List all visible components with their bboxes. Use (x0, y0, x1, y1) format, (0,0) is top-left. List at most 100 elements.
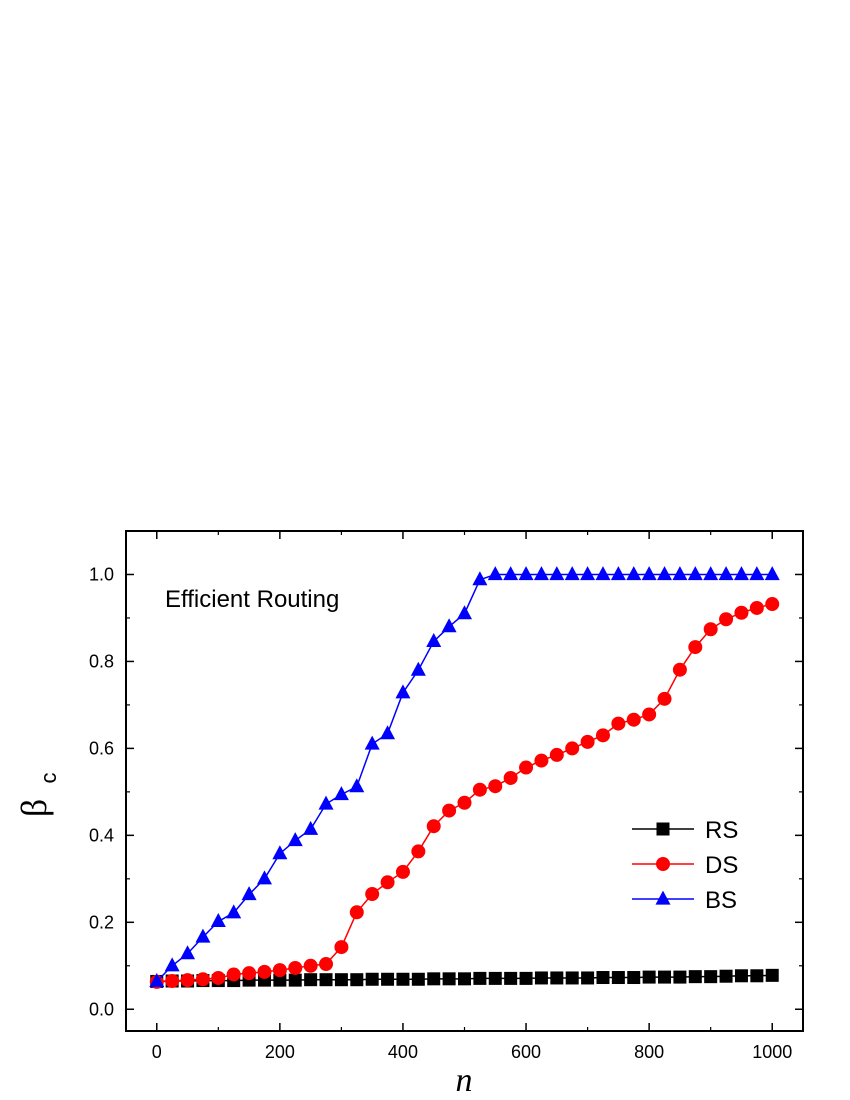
data-point-ds (395, 864, 410, 879)
data-point-ds (165, 974, 180, 988)
data-point-bs (256, 870, 272, 885)
data-point-bs (672, 566, 688, 581)
data-point-bs (626, 566, 642, 581)
data-point-rs (442, 972, 456, 986)
data-point-rs (627, 971, 641, 985)
data-point-ds (749, 600, 764, 615)
data-point-ds (657, 691, 672, 706)
data-point-bs (318, 795, 334, 810)
data-point-ds (349, 905, 364, 920)
data-point-rs (658, 970, 672, 984)
y-axis-label-symbol: β (14, 799, 54, 817)
data-point-ds (719, 612, 734, 627)
data-point-ds (319, 957, 334, 972)
data-point-ds (365, 887, 380, 902)
data-point-ds (411, 844, 426, 859)
data-point-bs (226, 904, 242, 919)
data-point-rs (411, 972, 425, 986)
data-point-bs (349, 778, 365, 793)
y-tick-label: 0.4 (89, 825, 114, 845)
data-point-bs (564, 566, 580, 581)
legend-entry-ds: DS (632, 852, 738, 879)
x-tick-label: 600 (511, 1042, 541, 1062)
data-point-bs (687, 566, 703, 581)
data-point-rs (473, 971, 487, 985)
data-point-rs (319, 973, 333, 987)
x-tick-label: 200 (265, 1042, 295, 1062)
y-tick-label: 0.8 (89, 651, 114, 671)
data-point-rs (765, 968, 779, 982)
data-point-bs (287, 832, 303, 847)
data-point-bs (703, 566, 719, 581)
data-point-bs (441, 618, 457, 633)
annotation-label: Efficient Routing (165, 586, 339, 613)
data-point-ds (488, 779, 503, 794)
data-point-rs (488, 971, 502, 985)
data-point-bs (210, 913, 226, 928)
data-point-ds (257, 964, 272, 979)
data-point-rs (565, 971, 579, 985)
axes: 0 200 400 600 800 1000 0.0 0.2 0.4 0.6 0.8 1.0 (89, 530, 804, 1062)
data-point-rs (288, 973, 302, 987)
data-point-ds (334, 940, 349, 955)
data-point-bs (410, 661, 426, 676)
data-point-ds (688, 640, 703, 655)
data-point-rs (458, 972, 471, 986)
data-point-ds (534, 753, 549, 768)
y-tick-label: 1.0 (89, 564, 114, 584)
legend-entry-rs: RS (632, 817, 738, 844)
y-axis-label: β c (14, 773, 61, 818)
data-point-ds (195, 972, 210, 987)
data-point-bs (164, 957, 180, 972)
data-point-rs (734, 969, 748, 983)
data-point-rs (688, 970, 702, 984)
data-point-bs (518, 566, 534, 581)
series-line-bs (156, 573, 773, 982)
data-point-rs (596, 971, 610, 985)
data-point-ds (580, 734, 595, 749)
data-point-ds (242, 966, 257, 981)
data-point-ds (180, 973, 195, 988)
y-tick-label: 0.2 (89, 912, 114, 932)
data-point-bs (195, 928, 211, 943)
data-point-bs (395, 684, 411, 699)
data-point-rs (396, 972, 410, 986)
data-point-rs (365, 972, 379, 986)
data-point-rs (504, 971, 518, 985)
data-point-bs (333, 786, 349, 801)
data-point-rs (550, 971, 564, 985)
x-tick-label: 1000 (752, 1042, 792, 1062)
legend-entry-bs: BS (632, 887, 737, 914)
series-bs (149, 566, 780, 988)
y-tick-label: 0.6 (89, 738, 114, 758)
data-point-rs (427, 972, 441, 986)
data-point-rs (611, 971, 625, 985)
data-point-bs (718, 566, 734, 581)
data-point-bs (657, 566, 673, 581)
plot-area (149, 566, 780, 989)
data-point-ds (472, 782, 487, 797)
legend-label-bs: BS (705, 887, 737, 914)
y-tick-label: 0.0 (89, 999, 114, 1019)
data-point-rs (704, 970, 718, 984)
data-point-ds (503, 770, 518, 785)
data-point-bs (733, 566, 749, 581)
data-point-ds (549, 747, 564, 762)
data-point-rs (534, 971, 548, 985)
data-point-rs (350, 973, 364, 987)
data-point-bs (503, 566, 519, 581)
data-point-bs (595, 566, 611, 581)
data-point-rs (642, 970, 656, 984)
data-point-ds (765, 597, 780, 612)
data-point-bs (364, 735, 380, 750)
data-point-rs (750, 969, 764, 983)
data-point-bs (487, 566, 503, 581)
data-point-ds (288, 960, 303, 975)
data-point-ds (734, 605, 749, 620)
series-ds (149, 597, 780, 989)
data-point-ds (611, 716, 626, 731)
data-point-bs (303, 820, 319, 835)
data-point-bs (380, 725, 396, 740)
data-point-bs (610, 566, 626, 581)
